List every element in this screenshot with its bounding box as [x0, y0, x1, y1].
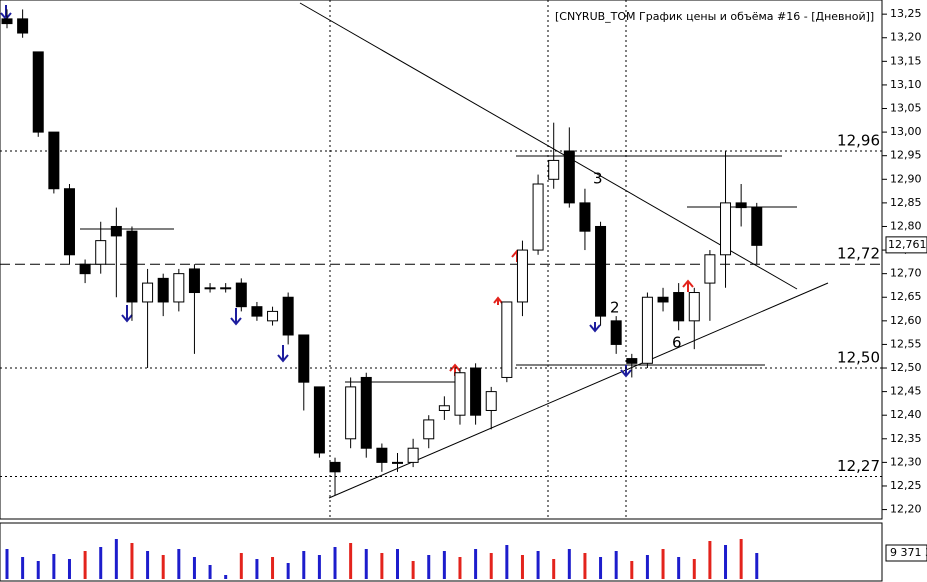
candle-body: [673, 292, 685, 322]
candle-body: [470, 367, 482, 416]
candle-body: [751, 207, 763, 246]
y-tick-label: 13,05: [890, 102, 922, 115]
candle-body: [313, 386, 325, 454]
y-tick-label: 12,45: [890, 385, 922, 398]
candle-body: [345, 386, 357, 440]
candle-body: [298, 334, 310, 383]
candle-body: [360, 376, 372, 449]
chart-title: [CNYRUB_TOM График цены и объёма #16 - […: [555, 10, 874, 23]
annotation: 2: [610, 299, 620, 317]
candle-body: [142, 282, 154, 303]
candle-body: [563, 150, 575, 204]
candle-body: [95, 240, 107, 265]
y-tick-label: 13,25: [890, 7, 922, 20]
candle-body: [63, 188, 75, 256]
candle-body: [235, 282, 247, 308]
candle-body: [188, 268, 200, 294]
candle-body: [516, 249, 528, 303]
candle-body: [423, 419, 435, 440]
signal-arrows: [0, 5, 632, 378]
candle-body: [720, 202, 732, 256]
y-tick-label: 12,95: [890, 149, 922, 162]
candle-body: [501, 301, 513, 378]
candle-body: [735, 202, 747, 209]
y-tick-label: 12,70: [890, 267, 922, 280]
candle-body: [407, 447, 419, 463]
candle-body: [595, 225, 607, 317]
y-tick-label: 12,25: [890, 479, 922, 492]
candle-body: [641, 296, 653, 364]
candle-body: [267, 310, 279, 322]
y-tick-label: 12,85: [890, 196, 922, 209]
level-label: 12,27: [837, 457, 880, 475]
candle-body: [32, 51, 44, 133]
candle-body: [1, 18, 13, 25]
level-label: 12,50: [837, 349, 880, 367]
candle-body: [454, 372, 466, 416]
candle-body: [626, 358, 638, 364]
candle-body: [48, 131, 60, 190]
candle-body: [688, 292, 700, 322]
y-tick-label: 12,30: [890, 455, 922, 468]
y-tick-label: 12,80: [890, 219, 922, 232]
annotation: 3: [593, 170, 603, 188]
candle-body: [548, 159, 560, 180]
y-tick-label: 12,35: [890, 432, 922, 445]
candle-body: [220, 287, 232, 290]
candle-body: [704, 254, 716, 284]
candle-body: [204, 287, 216, 290]
candle-body: [110, 225, 122, 237]
y-tick-label: 12,65: [890, 290, 922, 303]
candle-body: [282, 296, 294, 336]
y-tick-label: 12,60: [890, 314, 922, 327]
y-tick-label: 13,10: [890, 78, 922, 91]
candle-body: [657, 296, 669, 303]
last-price-box: [885, 236, 927, 254]
candle-body: [532, 183, 544, 251]
y-tick-label: 13,20: [890, 31, 922, 44]
candle-body: [17, 18, 29, 34]
candle-body: [485, 391, 497, 411]
candle-body: [610, 320, 622, 345]
y-tick-label: 12,90: [890, 172, 922, 185]
candle-body: [438, 405, 450, 411]
y-tick-label: 12,55: [890, 337, 922, 350]
candle-body: [251, 306, 263, 317]
candle-body: [173, 273, 185, 303]
volume-label-box: [885, 544, 927, 562]
y-tick-label: 12,50: [890, 361, 922, 374]
annotation: 6: [672, 334, 682, 352]
y-tick-label: 12,20: [890, 503, 922, 516]
volume-label: 9 371 3: [890, 546, 927, 559]
level-label: 12,72: [837, 245, 880, 263]
level-label: 12,96: [837, 131, 880, 149]
y-tick-label: 13,00: [890, 125, 922, 138]
last-price-label: 12,761: [888, 238, 927, 251]
candle-body: [376, 447, 388, 463]
candle-body: [392, 461, 403, 464]
candle-body: [126, 230, 138, 303]
y-tick-label: 12,40: [890, 408, 922, 421]
candle-body: [579, 202, 591, 232]
candle-body: [79, 263, 91, 275]
candle-body: [329, 461, 341, 473]
plot-frame: [0, 0, 883, 520]
candle-body: [157, 277, 169, 303]
trend-line: [299, 2, 798, 290]
y-tick-label: 13,15: [890, 54, 922, 67]
